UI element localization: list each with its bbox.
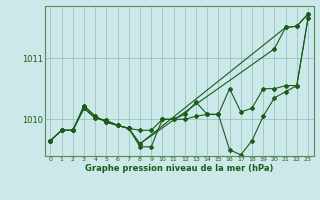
X-axis label: Graphe pression niveau de la mer (hPa): Graphe pression niveau de la mer (hPa) <box>85 164 273 173</box>
